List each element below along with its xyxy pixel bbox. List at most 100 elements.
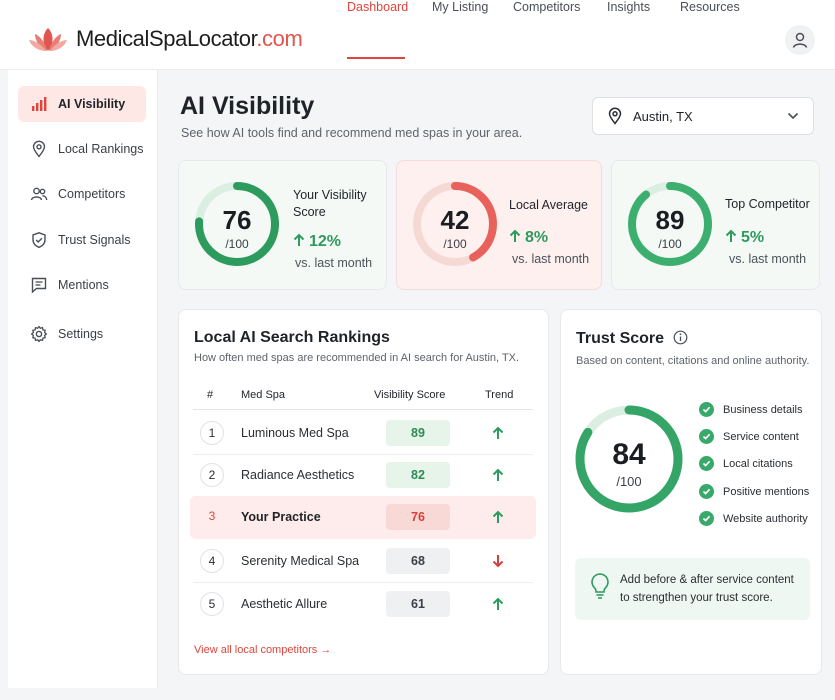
trust-score-max: /100 [616, 474, 642, 489]
trust-score-title: Trust Score [576, 330, 688, 348]
visibility-score-max: /100 [225, 237, 249, 251]
visibility-score-arc [195, 182, 279, 266]
top-competitor-value: 89 [655, 205, 685, 235]
spa-name: Serenity Medical Spa [241, 554, 360, 568]
trust-score-arc [575, 405, 683, 513]
trust-tip-text: Add before & after service content to st… [620, 574, 794, 604]
top-competitor-change: 5% [725, 229, 764, 247]
sidebar-item-label: Trust Signals [58, 233, 131, 247]
arrow-up-icon [492, 597, 504, 610]
arrow-up-icon [509, 229, 521, 242]
visibility-score-label: Your Visibility Score [293, 188, 367, 219]
nav-competitors[interactable]: Competitors [513, 0, 581, 14]
bar-chart-icon [32, 97, 47, 111]
table-row[interactable]: 1 Luminous Med Spa 89 [193, 412, 533, 455]
rank-number: 5 [200, 592, 224, 616]
nav-dashboard[interactable]: Dashboard [347, 0, 409, 14]
map-pin-icon [608, 107, 622, 125]
sidebar-item-ai-visibility[interactable]: AI Visibility [18, 86, 146, 122]
score-pill: 76 [386, 504, 450, 530]
arrow-up-icon [492, 426, 504, 439]
sidebar-item-mentions[interactable]: Mentions [18, 267, 146, 303]
sidebar-item-label: Settings [58, 327, 104, 341]
sidebar-item-settings[interactable]: Settings [18, 316, 146, 352]
user-icon [792, 32, 808, 48]
table-row-your-practice[interactable]: 3 Your Practice 76 [190, 496, 536, 539]
brand-name: MedicalSpaLocator.com [76, 26, 303, 51]
arrow-up-icon [293, 233, 305, 246]
arrow-up-icon [725, 229, 737, 242]
table-row[interactable]: 5 Aesthetic Allure 61 [193, 583, 533, 626]
local-average-max: /100 [443, 237, 467, 251]
rankings-subtitle: How often med spas are recommended in AI… [194, 352, 520, 364]
local-average-change: 8% [509, 229, 548, 247]
message-icon [31, 277, 47, 294]
local-average-arc [413, 182, 497, 266]
local-average-card: 42 /100 Local Average 8% vs. last month [396, 160, 602, 290]
spa-name: Radiance Aesthetics [241, 468, 355, 482]
sidebar-item-label: AI Visibility [58, 97, 126, 111]
page-subtitle: See how AI tools find and recommend med … [181, 126, 523, 140]
trust-score-ring [575, 405, 683, 513]
trust-check-item: Service content [699, 429, 799, 444]
rankings-card [178, 309, 549, 675]
arrow-up-icon [492, 468, 504, 481]
rank-number: 4 [200, 549, 224, 573]
table-row[interactable]: 4 Serenity Medical Spa 68 [193, 540, 533, 583]
local-average-label: Local Average [509, 198, 588, 212]
spa-name: Your Practice [241, 510, 321, 524]
chevron-down-icon [787, 112, 799, 120]
score-pill: 89 [386, 420, 450, 446]
info-icon[interactable] [673, 330, 688, 345]
rank-number: 3 [208, 509, 216, 523]
nav-resources[interactable]: Resources [680, 0, 740, 14]
column-header: Med Spa [241, 389, 286, 401]
trust-check-item: Business details [699, 402, 803, 417]
top-header: MedicalSpaLocator.com Dashboard My Listi… [0, 0, 835, 70]
nav-active-indicator [347, 57, 405, 59]
location-select[interactable]: Austin, TX [592, 97, 814, 135]
table-header: # Med Spa Visibility Score Trend [193, 384, 533, 410]
visibility-score-value: 76 [222, 205, 252, 235]
visibility-score-change: 12% [293, 233, 341, 251]
brand-logo[interactable]: MedicalSpaLocator.com [28, 24, 303, 54]
visibility-score-ring [195, 182, 279, 266]
visibility-score-vs: vs. last month [295, 256, 373, 270]
check-circle-icon [699, 402, 714, 417]
top-competitor-card: 89 /100 Top Competitor 5% vs. last month [611, 160, 820, 290]
local-average-vs: vs. last month [512, 252, 590, 266]
sidebar-item-competitors[interactable]: Competitors [18, 176, 146, 212]
sidebar-item-label: Competitors [58, 187, 126, 201]
local-average-ring [413, 182, 497, 266]
sidebar-item-label: Mentions [58, 278, 109, 292]
sidebar-item-trust-signals[interactable]: Trust Signals [18, 222, 146, 258]
lotus-logo-icon [29, 28, 67, 51]
page-title: AI Visibility [180, 92, 315, 120]
table-row[interactable]: 2 Radiance Aesthetics 82 [193, 454, 533, 497]
top-competitor-arc [628, 182, 712, 266]
trust-score-value: 84 [612, 438, 646, 471]
trust-check-item: Local citations [699, 456, 793, 471]
arrow-down-icon [492, 555, 504, 568]
arrow-up-icon [492, 510, 504, 523]
lightbulb-icon [591, 573, 609, 599]
check-circle-icon [699, 456, 714, 471]
local-average-value: 42 [440, 205, 470, 235]
score-pill: 68 [386, 548, 450, 574]
column-header: Trend [485, 389, 514, 401]
sidebar: AI Visibility Local Rankings Competitors… [8, 70, 158, 688]
rankings-title: Local AI Search Rankings [194, 329, 390, 346]
nav-insights[interactable]: Insights [607, 0, 651, 14]
trust-check-item: Positive mentions [699, 484, 809, 499]
nav-my-listing[interactable]: My Listing [432, 0, 489, 14]
check-circle-icon [699, 429, 714, 444]
user-avatar-button[interactable] [785, 25, 815, 55]
rank-number: 2 [200, 463, 224, 487]
shield-check-icon [32, 232, 46, 249]
view-all-competitors-link[interactable]: View all local competitors → [194, 644, 332, 656]
gear-icon [30, 325, 48, 343]
sidebar-item-local-rankings[interactable]: Local Rankings [18, 131, 146, 167]
trust-score-subtitle: Based on content, citations and online a… [576, 355, 810, 367]
trust-tip-banner: Add before & after service content to st… [575, 558, 810, 620]
score-pill: 82 [386, 462, 450, 488]
